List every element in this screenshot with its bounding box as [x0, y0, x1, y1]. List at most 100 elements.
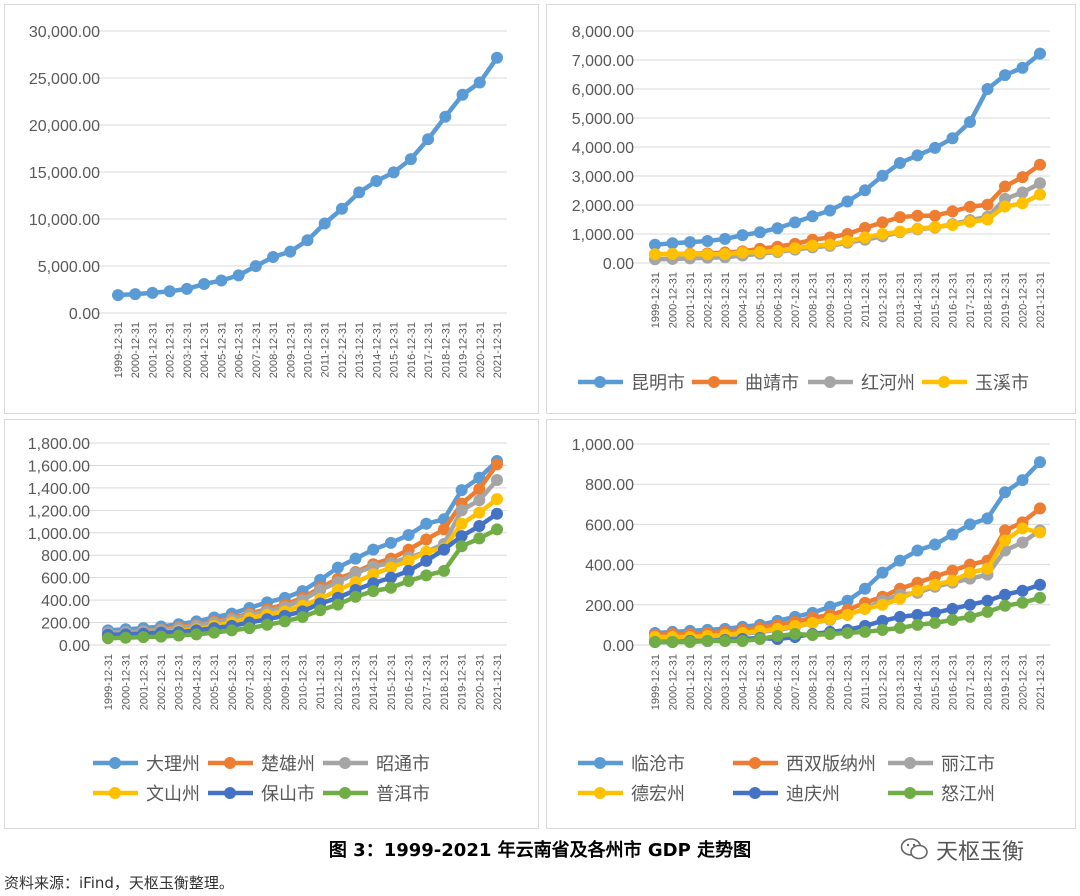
data-point	[876, 228, 889, 240]
y-tick-label: 1,600.00	[28, 458, 90, 475]
data-point	[666, 635, 679, 648]
data-point	[946, 574, 959, 587]
data-point	[491, 458, 503, 471]
legend-item: 玉溪市	[922, 373, 1029, 394]
data-point	[981, 198, 994, 211]
data-point	[1016, 522, 1029, 535]
data-point	[349, 590, 362, 603]
data-point	[999, 599, 1011, 612]
data-point	[232, 269, 245, 282]
legend-marker	[224, 757, 236, 769]
x-tick-label: 2015-12-31	[930, 654, 942, 710]
x-tick-label: 2000-12-31	[668, 654, 680, 710]
x-tick-label: 2016-12-31	[948, 654, 960, 710]
x-tick-label: 2020-12-31	[1018, 654, 1030, 710]
data-point	[1034, 158, 1046, 171]
data-point	[284, 245, 297, 258]
data-point	[314, 584, 327, 597]
data-point	[771, 244, 784, 257]
data-point	[1016, 596, 1029, 609]
data-point	[261, 618, 274, 631]
x-tick-label: 2006-12-31	[773, 272, 785, 328]
x-tick-label: 2008-12-31	[808, 654, 820, 710]
legend-label: 大理州	[146, 754, 200, 775]
data-point	[964, 610, 976, 623]
y-tick-label: 1,000.00	[28, 526, 90, 543]
data-point	[999, 524, 1011, 537]
data-point	[420, 569, 433, 582]
x-tick-label: 2001-12-31	[685, 272, 697, 328]
data-point	[859, 184, 871, 197]
data-point	[894, 156, 906, 169]
legend-label: 丽江市	[941, 754, 995, 775]
data-point	[859, 602, 871, 615]
data-point	[172, 629, 185, 642]
x-tick-label: 2008-12-31	[808, 272, 820, 328]
x-tick-label: 2014-12-31	[368, 654, 380, 710]
data-point	[402, 564, 415, 577]
y-tick-label: 0.00	[603, 256, 634, 273]
data-point	[1034, 578, 1046, 591]
data-point	[876, 169, 889, 182]
legend-label: 普洱市	[376, 784, 430, 805]
chart-panel-yunnan	[4, 4, 539, 414]
x-tick-label: 2012-12-31	[878, 272, 890, 328]
data-point	[981, 213, 994, 226]
legend-item: 西双版纳州	[733, 754, 876, 775]
x-tick-label: 2003-12-31	[720, 272, 732, 328]
data-point	[129, 288, 142, 301]
data-point	[455, 530, 468, 543]
data-point	[318, 217, 331, 230]
x-tick-label: 2017-12-31	[423, 322, 435, 378]
x-tick-label: 2011-12-31	[320, 322, 332, 377]
data-point	[806, 628, 819, 641]
series-gdp	[112, 51, 503, 302]
data-point	[684, 635, 696, 648]
data-point	[1034, 502, 1046, 515]
legend-label: 保山市	[261, 784, 315, 805]
data-point	[349, 552, 362, 565]
x-tick-label: 2020-12-31	[1018, 272, 1030, 328]
chart-top-cities: 0.00 1,000.00 2,000.00 3,000.00 4,000.00 5,00…	[572, 24, 1050, 394]
data-point	[420, 533, 433, 546]
data-point	[754, 245, 766, 258]
data-point	[473, 506, 486, 519]
y-tick-label: 7,000.00	[572, 53, 634, 70]
data-point	[929, 209, 941, 222]
data-point	[649, 248, 661, 261]
figure-caption: 图 3：1999-2021 年云南省及各州市 GDP 走势图	[328, 840, 752, 861]
data-point	[946, 602, 959, 615]
data-point	[456, 88, 469, 101]
data-point	[296, 610, 309, 623]
data-point	[911, 222, 924, 235]
data-point	[841, 608, 854, 621]
data-point	[824, 238, 836, 251]
y-tick-label: 10,000.00	[29, 212, 100, 229]
data-point	[754, 632, 766, 645]
data-point	[208, 626, 221, 639]
legend-label: 临沧市	[631, 754, 685, 775]
data-point	[1016, 584, 1029, 597]
y-tick-label: 800.00	[585, 477, 634, 494]
x-tick-label: 2004-12-31	[191, 654, 203, 710]
data-point	[404, 153, 417, 166]
data-point	[491, 51, 503, 64]
data-point	[736, 246, 749, 259]
data-point	[964, 200, 976, 213]
data-point	[859, 625, 871, 638]
y-tick-label: 1,000.00	[572, 227, 634, 244]
data-point	[946, 528, 959, 541]
legend-item: 大理州	[93, 754, 200, 775]
legend-label: 昆明市	[631, 373, 685, 394]
x-tick-label: 2005-12-31	[755, 272, 767, 328]
x-tick-label: 2000-12-31	[668, 272, 680, 328]
chart-mid-cities: 0.00 200.00 400.00 600.00 800.00 1,000.00 1,20…	[28, 436, 507, 805]
x-tick-label: 2008-12-31	[262, 654, 274, 710]
source-note: 资料来源：iFind，天枢玉衡整理。	[4, 874, 234, 892]
legend-marker	[339, 757, 351, 769]
data-point	[439, 110, 452, 123]
x-tick-label: 2021-12-31	[492, 322, 504, 378]
data-point	[473, 483, 486, 496]
data-point	[384, 561, 397, 574]
x-tick-label: 2018-12-31	[983, 272, 995, 328]
